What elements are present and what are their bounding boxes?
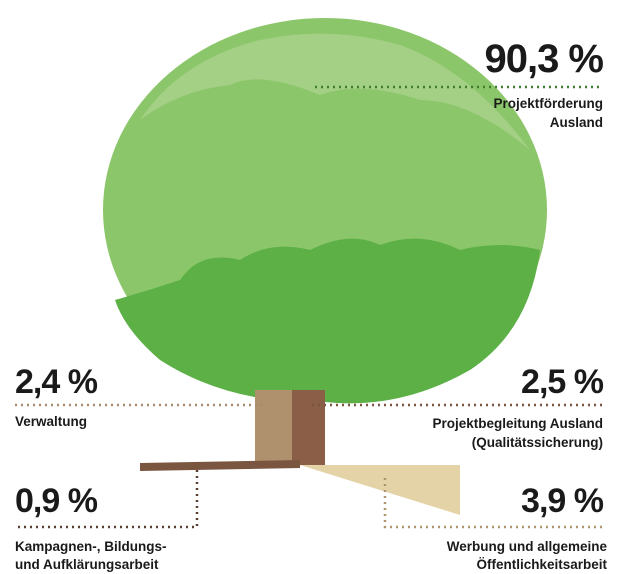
share-label: (Qualitätssicherung) [472,435,603,450]
share-value: 2,4 % [15,363,98,401]
share-value: 3,9 % [521,482,604,520]
share-label: Projektförderung [493,96,603,111]
root-right [300,465,460,515]
share-label: Kampagnen-, Bildungs- [15,539,167,554]
root-left [140,460,300,471]
trunk-left [255,390,293,465]
trunk-right [292,390,325,465]
share-value: 0,9 % [15,482,98,520]
share-label: Verwaltung [15,414,87,429]
share-label: Öffentlichkeitsarbeit [476,557,607,572]
infographic: 90,3 % Projektförderung Ausland 2,4 % Ve… [0,0,621,574]
share-label: Ausland [550,115,603,130]
share-value: 2,5 % [521,363,604,401]
share-label: Projektbegleitung Ausland [432,416,603,431]
share-value: 90,3 % [484,37,603,81]
share-label: Werbung und allgemeine [447,539,608,554]
share-label: und Aufklärungsarbeit [15,557,159,572]
